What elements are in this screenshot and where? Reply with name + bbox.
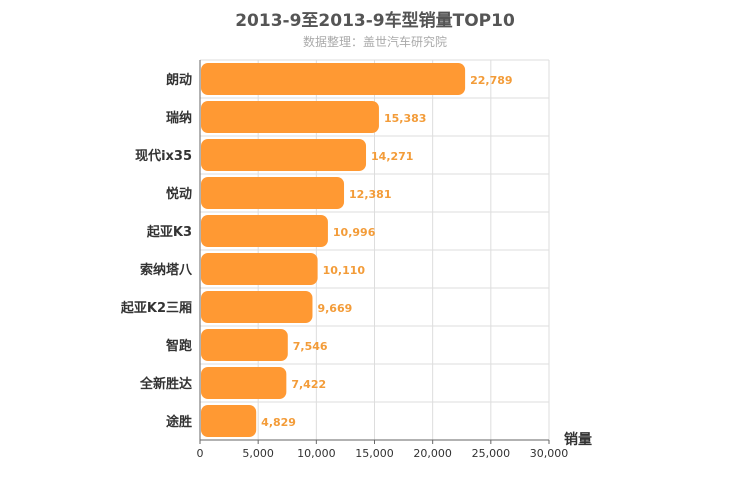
- chart-subtitle: 数据整理：盖世汽车研究院: [302, 35, 447, 49]
- x-tick-label: 5,000: [242, 447, 274, 460]
- bar: [201, 63, 466, 95]
- chart-title: 2013-9至2013-9车型销量TOP10: [235, 11, 515, 31]
- bar: [201, 139, 367, 171]
- value-label: 14,271: [371, 150, 413, 163]
- x-axis-title: 销量: [564, 431, 592, 448]
- category-label: 索纳塔八: [140, 262, 193, 278]
- category-label: 悦动: [166, 186, 192, 202]
- value-label: 7,546: [293, 340, 328, 353]
- bar: [201, 367, 287, 399]
- bar: [201, 291, 313, 323]
- category-label: 现代ix35: [135, 148, 192, 164]
- x-tick-label: 0: [197, 447, 204, 460]
- bar: [201, 177, 345, 209]
- value-label: 10,110: [323, 264, 366, 277]
- category-label: 全新胜达: [139, 376, 192, 392]
- bar: [201, 215, 328, 247]
- category-label: 瑞纳: [166, 110, 192, 126]
- value-label: 15,383: [384, 112, 426, 125]
- value-label: 12,381: [349, 188, 391, 201]
- value-label: 4,829: [261, 416, 296, 429]
- x-tick-label: 10,000: [297, 447, 336, 460]
- value-label: 7,422: [291, 378, 326, 391]
- category-label: 起亚K3: [146, 224, 192, 240]
- category-label: 朗动: [166, 72, 192, 88]
- bar: [201, 101, 379, 133]
- value-label: 22,789: [470, 74, 512, 87]
- category-label: 起亚K2三厢: [120, 300, 192, 316]
- x-tick-label: 15,000: [355, 447, 394, 460]
- category-label: 智跑: [166, 338, 192, 354]
- bar: [201, 405, 257, 437]
- category-label: 途胜: [166, 414, 192, 430]
- bar: [201, 329, 288, 361]
- x-tick-labels: 0 5,000 10,000 15,000 20,000 25,000 30,000: [197, 440, 569, 460]
- value-label: 9,669: [317, 302, 352, 315]
- x-tick-label: 20,000: [413, 447, 452, 460]
- value-labels: 22,789 15,383 14,271 12,381 10,996 10,110 9,66…: [261, 74, 512, 429]
- bar: [201, 253, 318, 285]
- bars: [201, 63, 466, 437]
- value-label: 10,996: [333, 226, 376, 239]
- x-tick-label: 25,000: [472, 447, 511, 460]
- x-tick-label: 30,000: [530, 447, 569, 460]
